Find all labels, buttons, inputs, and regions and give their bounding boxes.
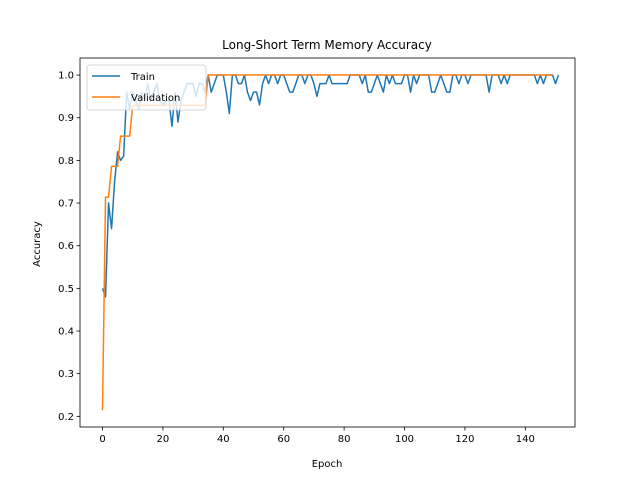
y-tick-label: 0.3 <box>58 369 74 380</box>
y-tick-label: 0.4 <box>58 327 74 338</box>
series-line-validation <box>101 74 553 411</box>
legend-label-validation: Validation <box>131 93 180 104</box>
x-tick-label: 0 <box>99 434 105 445</box>
y-tick-label: 1.0 <box>58 71 74 82</box>
chart-title: Long-Short Term Memory Accuracy <box>222 38 432 52</box>
y-tick-label: 0.2 <box>58 412 74 423</box>
y-tick-label: 0.8 <box>58 156 74 167</box>
axes-frame <box>79 57 576 428</box>
x-tick-label: 100 <box>395 434 414 445</box>
legend: Train Validation <box>86 64 207 111</box>
x-tick-label: 20 <box>157 434 170 445</box>
x-tick-label: 80 <box>338 434 351 445</box>
y-tick-label: 0.9 <box>58 113 74 124</box>
y-tick-label: 0.5 <box>58 284 74 295</box>
x-tick-label: 140 <box>516 434 535 445</box>
legend-label-train: Train <box>130 72 155 83</box>
y-tick-label: 0.7 <box>58 199 74 210</box>
x-tick-label: 40 <box>217 434 230 445</box>
x-tick-label: 60 <box>277 434 290 445</box>
plot-area: 0 20 40 60 80 100 120 140 0.2 0.3 0.4 0.5 0.6 0.7 0.8 0… <box>58 57 576 445</box>
x-axis-title: Epoch <box>312 459 343 470</box>
y-axis-title: Accuracy <box>32 221 43 267</box>
y-tick-label: 0.6 <box>58 241 74 252</box>
x-tick-label: 120 <box>455 434 474 445</box>
